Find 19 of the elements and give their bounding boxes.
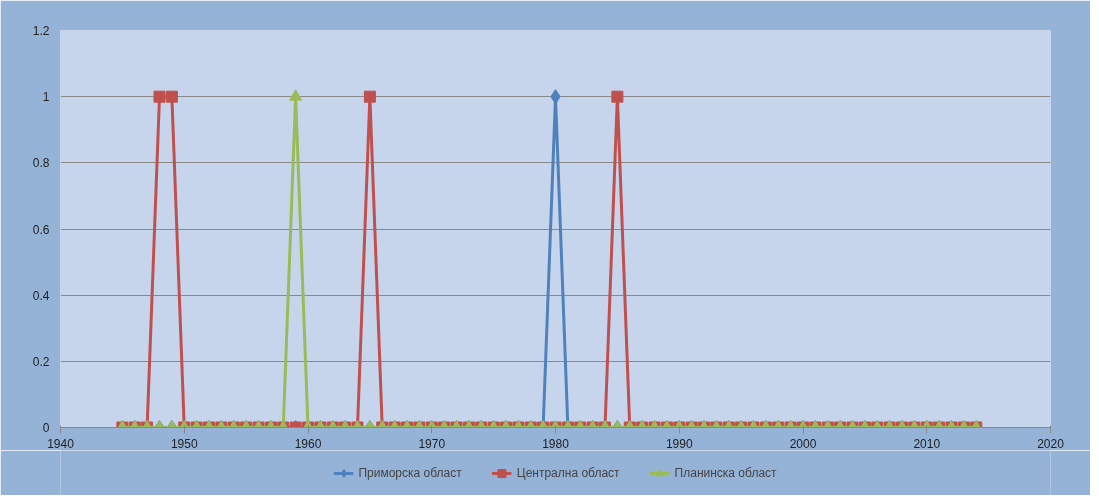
y-tick-label: 0 (42, 421, 50, 435)
x-tick-label: 1970 (418, 436, 446, 451)
legend-label: Планинска област (674, 465, 777, 480)
y-tick-label: 0.2 (32, 354, 50, 369)
x-tick-label: 2020 (1037, 436, 1065, 451)
y-tick-label: 0.8 (32, 156, 50, 171)
y-tick-label: 1.2 (32, 24, 50, 38)
x-tick-label: 2000 (789, 436, 817, 451)
legend-label: Централна област (516, 465, 620, 480)
x-tick-label: 2010 (913, 436, 941, 451)
x-tick-label: 1950 (170, 436, 198, 451)
x-tick-label: 1940 (47, 436, 75, 451)
x-tick-label: 1990 (665, 436, 693, 451)
y-tick-label: 1 (42, 90, 50, 105)
y-tick-label: 0.4 (32, 288, 50, 303)
y-tick-label: 0.6 (32, 222, 50, 237)
x-tick-label: 1980 (542, 436, 570, 451)
legend-label: Приморска област (358, 465, 462, 480)
x-tick-label: 1960 (294, 436, 322, 451)
